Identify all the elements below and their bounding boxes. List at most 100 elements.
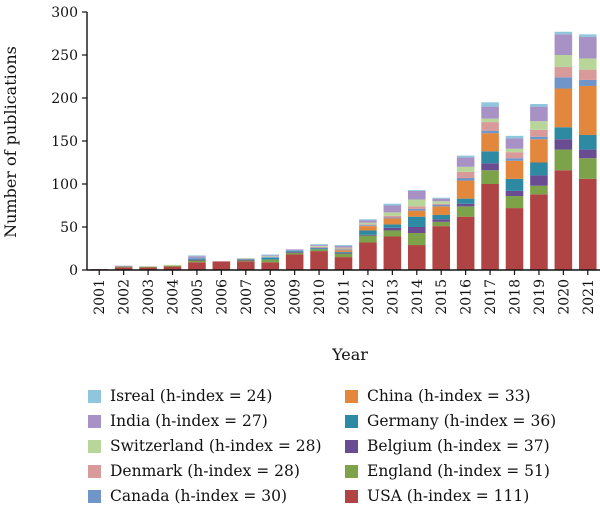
bar-segment-2013-s7 xyxy=(383,212,402,216)
bar-segment-2016-s7 xyxy=(456,166,475,172)
bar-segment-2004-s0 xyxy=(163,266,182,270)
bar-segment-2002-s0 xyxy=(114,267,133,270)
x-tick-label-2008: 2008 xyxy=(263,279,279,315)
bar-segment-2015-s4 xyxy=(432,206,451,215)
bar-segment-2013-s6 xyxy=(383,215,402,218)
bar-segment-2019-s2 xyxy=(530,175,548,186)
bar-segment-2005-s2 xyxy=(188,259,206,261)
legend-label-1-4: USA (h-index = 111) xyxy=(367,487,529,505)
bar-segment-2018-s7 xyxy=(505,148,524,153)
bar-segment-2018-s3 xyxy=(505,178,524,191)
legend-label-1-2: Belgium (h-index = 37) xyxy=(367,437,550,455)
bar-segment-2007-s7 xyxy=(236,257,255,259)
bar-segment-2002-s8 xyxy=(114,265,133,267)
bar-segment-2015-s6 xyxy=(432,203,451,205)
bar-segment-2013-s2 xyxy=(383,227,402,231)
bar-segment-2013-s4 xyxy=(383,218,402,225)
legend-swatch-1-0 xyxy=(345,390,358,403)
x-tick-label-2014: 2014 xyxy=(410,279,426,315)
y-tick-label-200: 200 xyxy=(51,91,78,107)
x-tick-label-2018: 2018 xyxy=(508,279,524,315)
y-tick-label-300: 300 xyxy=(51,5,78,21)
bar-segment-2009-s2 xyxy=(285,251,304,253)
bar-segment-2013-s9 xyxy=(383,203,402,206)
bar-segment-2012-s3 xyxy=(359,230,377,235)
bar-segment-2010-s1 xyxy=(310,249,328,252)
bar-segment-2010-s7 xyxy=(310,245,328,247)
x-tick-label-2007: 2007 xyxy=(239,279,255,315)
bar-segment-2019-s7 xyxy=(530,121,548,130)
x-tick-label-2009: 2009 xyxy=(288,279,304,315)
bar-segment-2020-s1 xyxy=(554,149,573,171)
bar-segment-2020-s2 xyxy=(554,139,573,150)
bar-segment-2016-s1 xyxy=(456,206,475,217)
bar-segment-2017-s1 xyxy=(481,170,499,184)
bar-segment-2004-s1 xyxy=(163,265,182,267)
x-tick-label-2017: 2017 xyxy=(483,279,499,315)
bar-segment-2019-s0 xyxy=(530,194,548,270)
bar-segment-2013-s5 xyxy=(383,217,402,219)
legend-swatch-1-4 xyxy=(345,490,358,503)
bar-segment-2017-s0 xyxy=(481,184,499,270)
bar-segment-2016-s9 xyxy=(456,155,475,158)
x-tick-label-2012: 2012 xyxy=(361,279,377,315)
x-tick-label-2021: 2021 xyxy=(581,279,597,315)
y-axis-title: Number of publications xyxy=(1,46,20,238)
bar-segment-2003-s0 xyxy=(139,267,157,270)
x-tick-label-2019: 2019 xyxy=(532,279,548,315)
bar-segment-2009-s8 xyxy=(285,249,304,251)
x-tick-label-2005: 2005 xyxy=(190,279,206,315)
y-tick-label-50: 50 xyxy=(60,220,78,236)
bar-segment-2005-s1 xyxy=(188,260,206,263)
x-tick-label-2013: 2013 xyxy=(385,279,401,315)
bar-segment-2018-s9 xyxy=(505,135,524,139)
bar-segment-2007-s0 xyxy=(236,261,255,270)
bar-segment-2019-s1 xyxy=(530,185,548,195)
legend-swatch-0-2 xyxy=(88,440,101,453)
bar-segment-2011-s4 xyxy=(334,250,353,252)
bar-segment-2015-s2 xyxy=(432,219,451,222)
bar-segment-2021-s9 xyxy=(578,34,597,37)
bar-segment-2011-s9 xyxy=(334,245,353,246)
bar-segment-2005-s3 xyxy=(188,258,206,260)
bar-segment-2015-s9 xyxy=(432,197,451,199)
bar-segment-2016-s8 xyxy=(456,157,475,167)
x-axis-title: Year xyxy=(331,345,368,364)
bar-segment-2013-s8 xyxy=(383,205,402,213)
bar-segment-2017-s4 xyxy=(481,133,499,152)
legend-label-0-3: Denmark (h-index = 28) xyxy=(110,462,300,480)
bar-segment-2011-s1 xyxy=(334,253,353,258)
bar-segment-2012-s5 xyxy=(359,225,377,227)
legend-swatch-1-1 xyxy=(345,415,358,428)
bar-segment-2021-s2 xyxy=(578,149,597,159)
bar-segment-2008-s1 xyxy=(261,259,280,263)
bar-segment-2014-s4 xyxy=(407,210,426,217)
bar-segment-2011-s5 xyxy=(334,249,353,251)
bar-segment-2016-s2 xyxy=(456,203,475,207)
bar-segment-2018-s8 xyxy=(505,138,524,149)
x-tick-label-2001: 2001 xyxy=(92,279,108,315)
y-tick-label-100: 100 xyxy=(51,177,78,193)
bar-segment-2020-s0 xyxy=(554,170,573,270)
bar-segment-2021-s0 xyxy=(578,178,597,270)
bar-segment-2006-s0 xyxy=(212,261,231,270)
bar-segment-2014-s9 xyxy=(407,190,426,191)
bar-segment-2013-s1 xyxy=(383,230,402,237)
bar-segment-2021-s5 xyxy=(578,79,597,86)
bar-segment-2010-s9 xyxy=(310,244,328,246)
bar-segment-2021-s1 xyxy=(578,158,597,179)
bar-segment-2010-s6 xyxy=(310,246,328,248)
bar-segment-2011-s8 xyxy=(334,245,353,248)
legend-label-1-1: Germany (h-index = 36) xyxy=(367,412,556,430)
bar-segment-2011-s3 xyxy=(334,251,353,253)
bar-segment-2018-s6 xyxy=(505,152,524,159)
x-tick-label-2020: 2020 xyxy=(556,279,572,315)
legend-label-0-2: Switzerland (h-index = 28) xyxy=(110,437,322,455)
bar-segment-2008-s9 xyxy=(261,254,280,256)
legend-swatch-1-2 xyxy=(345,440,358,453)
bar-segment-2011-s2 xyxy=(334,252,353,254)
bar-segment-2005-s0 xyxy=(188,262,206,270)
bar-segment-2013-s0 xyxy=(383,236,402,270)
bar-segment-2019-s9 xyxy=(530,104,548,107)
